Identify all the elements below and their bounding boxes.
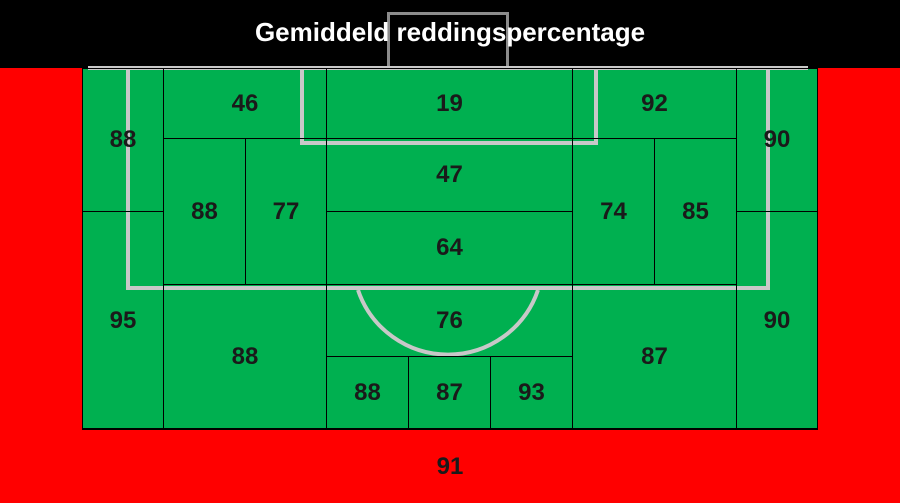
zone-outside-bottom: 91	[436, 452, 464, 480]
zone-bottom-right: 93	[490, 356, 573, 430]
zone-bottom-left: 88	[326, 356, 409, 430]
zone-left-top: 88	[82, 68, 164, 212]
zone-bottom-center: 87	[408, 356, 491, 430]
zone-left-bottom: 95	[82, 211, 164, 430]
title-bar	[0, 0, 900, 68]
zone-top-right: 92	[572, 68, 737, 139]
zone-center-upper: 47	[326, 138, 573, 212]
zone-mid-left-outer: 88	[163, 138, 246, 285]
zone-top-left: 46	[163, 68, 327, 139]
zone-right-bottom: 90	[736, 211, 818, 430]
zone-mid-right-inner: 74	[572, 138, 655, 285]
zone-mid-right-outer: 85	[654, 138, 737, 285]
zone-lower-right: 87	[572, 284, 737, 430]
field-area	[82, 68, 818, 429]
zone-lower-left: 88	[163, 284, 327, 430]
goal-frame	[387, 12, 509, 66]
zone-mid-left-inner: 77	[245, 138, 327, 285]
zone-lower-center: 76	[326, 284, 573, 357]
zone-right-top: 90	[736, 68, 818, 212]
zone-top-center: 19	[326, 68, 573, 139]
penalty-arc	[356, 289, 540, 357]
chart-title: Gemiddeld reddingspercentage	[254, 17, 646, 47]
zone-center-lower: 64	[326, 211, 573, 285]
